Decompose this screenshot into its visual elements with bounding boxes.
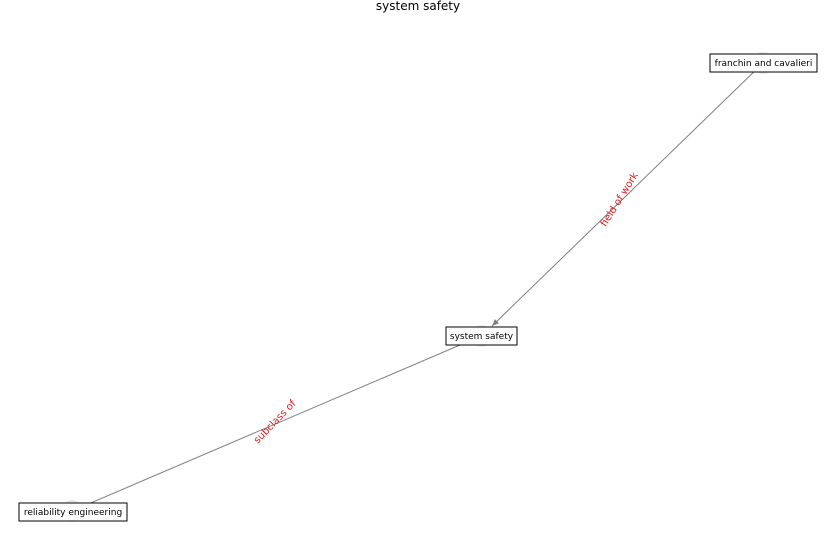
node-label: franchin and cavalieri [715, 59, 813, 69]
node-box [709, 53, 818, 73]
node-label: system safety [450, 332, 514, 342]
node-franchin-and-cavalieri[interactable]: franchin and cavalieri [709, 52, 818, 74]
graph-title: system safety [376, 0, 460, 13]
node-reliability-engineering[interactable]: reliability engineering [18, 500, 128, 522]
edge-label-subclass-of: subclass of [252, 398, 299, 446]
edge-field-of-work [491, 62, 764, 327]
node-system-safety[interactable]: system safety [445, 325, 518, 347]
node-box [445, 326, 518, 346]
edge-subclass-of [71, 335, 482, 512]
edge-label-field-of-work: field of work [599, 170, 641, 228]
node-label: reliability engineering [24, 508, 122, 518]
node-box [18, 502, 128, 522]
